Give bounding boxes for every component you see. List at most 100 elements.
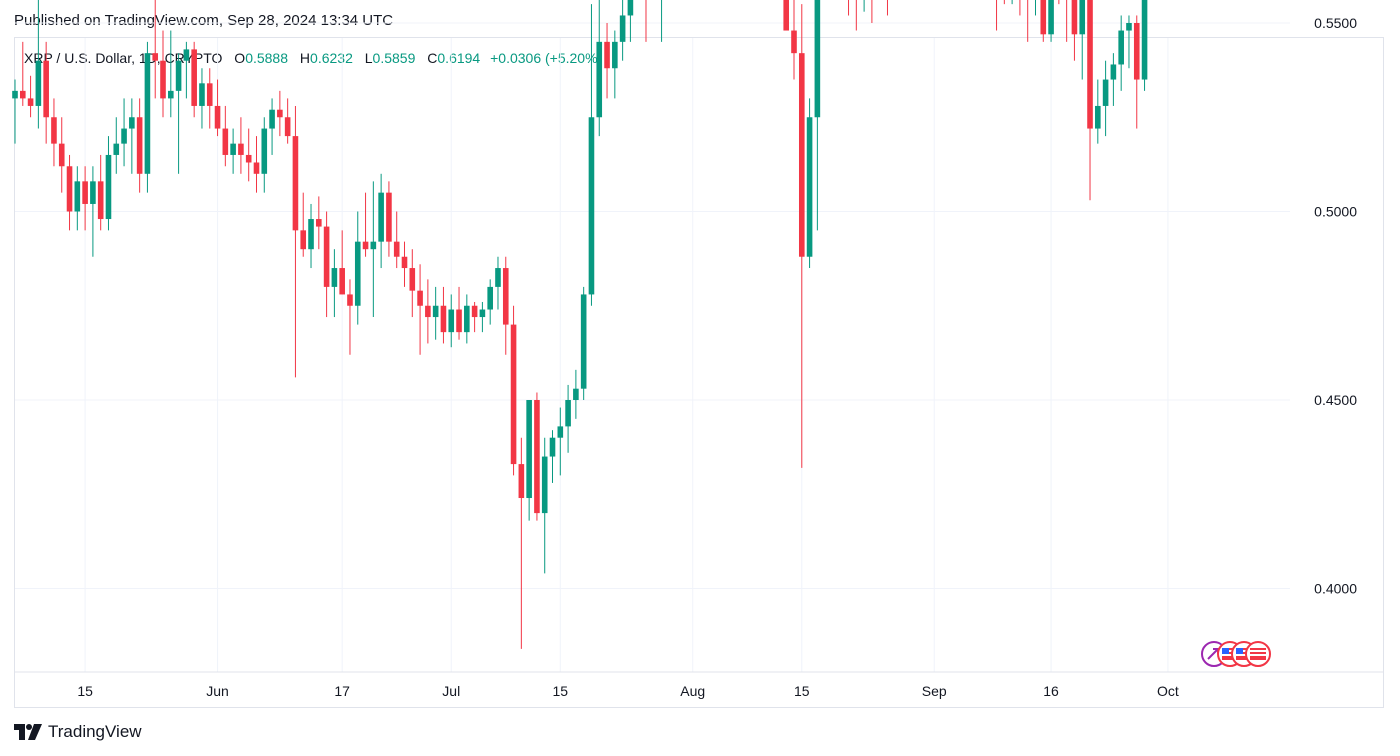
candle-body-up [541,456,548,514]
candle-body-up [479,309,486,318]
x-tick-label: 17 [334,683,350,699]
x-tick-label: 16 [1043,683,1059,699]
candle-body-up [331,268,338,287]
candle-body-up [573,388,579,400]
candle-body-down [51,117,57,144]
candle-body-up [814,0,821,118]
candle-body-up [308,219,314,250]
published-caption: Published on TradingView.com, Sep 28, 20… [14,12,394,29]
candle-body-down [440,305,447,333]
candle-body-up [129,117,135,129]
candle-body-up [121,128,127,144]
y-tick-label: 0.4000 [1314,581,1357,597]
candle-body-down [19,90,26,99]
y-tick-label: 0.5500 [1314,15,1357,31]
candle-body-up [1126,23,1132,31]
x-tick-label: Jun [206,683,229,699]
candle-body-up [448,309,455,333]
candle-body-down [456,309,462,333]
candle-body-down [471,305,478,318]
high-label: H [299,50,311,66]
candle-body-up [596,41,603,118]
candle-body-up [378,192,384,242]
candle-body-up [144,53,151,174]
low-label: L [364,50,373,66]
candle-body-up [1095,105,1101,129]
candle-body-down [97,181,104,220]
candle-body-down [300,230,307,250]
candle-body-up [35,60,42,106]
candle-body-up [1102,79,1109,106]
candle-body-up [354,241,361,306]
candle-body-up [261,128,268,174]
candle-body-down [284,117,291,137]
candle-body-up [627,0,634,16]
candle-body-up [199,83,205,106]
candle-body-up [230,143,236,155]
candle-body-down [316,219,322,227]
candle-body-down [791,30,797,54]
candle-body-down [401,256,408,269]
symbol-legend: XRP / U.S. Dollar, 1D, CRYPTO O0.5888 H 0… [24,50,602,66]
candle-body-up [557,426,564,438]
candle-body-down [604,41,610,69]
candle-body-down [323,226,330,287]
candle-body-up [113,143,120,155]
candle-body-down [292,136,299,231]
candle-body-down [1071,0,1078,35]
candle-body-up [806,117,813,257]
candle-body-down [206,83,213,106]
candle-body-down [1133,23,1140,80]
candlestick-chart[interactable]: 0.40000.45000.50000.55000.60000.650015Ju… [0,0,1400,710]
candle-body-up [1141,0,1148,80]
low-value: 0.5859 [372,50,416,66]
candle-body-down [409,268,416,291]
tradingview-logo-icon [14,724,42,740]
candle-body-up [1079,0,1086,35]
candle-body-up [269,109,275,129]
candle-body-up [612,41,618,69]
candle-body-up [183,49,190,61]
candle-body-down [27,98,34,106]
candle-body-up [175,60,182,91]
candle-body-up [90,181,96,204]
candle-body-down [339,268,345,295]
candle-body-down [425,305,431,318]
candle-body-down [518,464,525,499]
x-tick-label: Sep [922,683,947,699]
x-tick-label: 15 [553,683,569,699]
chart-frame [14,37,1384,708]
y-tick-label: 0.4500 [1314,392,1357,408]
candle-body-up [1048,0,1054,35]
candle-body-up [580,294,587,389]
candle-body-up [619,15,626,42]
candle-body-down [160,60,166,99]
close-value: 0.6194 [437,50,481,66]
candle-body-up [168,90,174,99]
candle-body-down [783,0,790,31]
candle-body-up [588,117,595,295]
candle-body-down [386,192,392,242]
candle-body-up [526,400,532,499]
candle-body-down [502,268,509,325]
candle-body-down [152,53,159,61]
economic-events-flags-icon[interactable] [1198,640,1278,668]
candle-body-up [1110,64,1117,80]
candle-body-down [43,60,49,118]
candle-body-down [277,109,283,118]
candle-body-up [74,181,81,212]
candle-body-down [191,49,197,106]
candle-body-up [464,305,470,333]
candle-body-down [82,181,88,204]
candle-body-up [487,286,493,310]
candle-body-down [222,128,229,155]
candle-body-down [238,143,244,155]
candle-body-down [1040,0,1047,35]
candle-body-down [136,117,143,174]
brand-name: TradingView [48,722,142,741]
open-label: O [234,50,246,66]
candle-body-down [214,105,221,129]
footer-branding: TradingView [14,722,142,742]
candle-body-up [1118,30,1124,65]
open-value: 0.5888 [245,50,289,66]
